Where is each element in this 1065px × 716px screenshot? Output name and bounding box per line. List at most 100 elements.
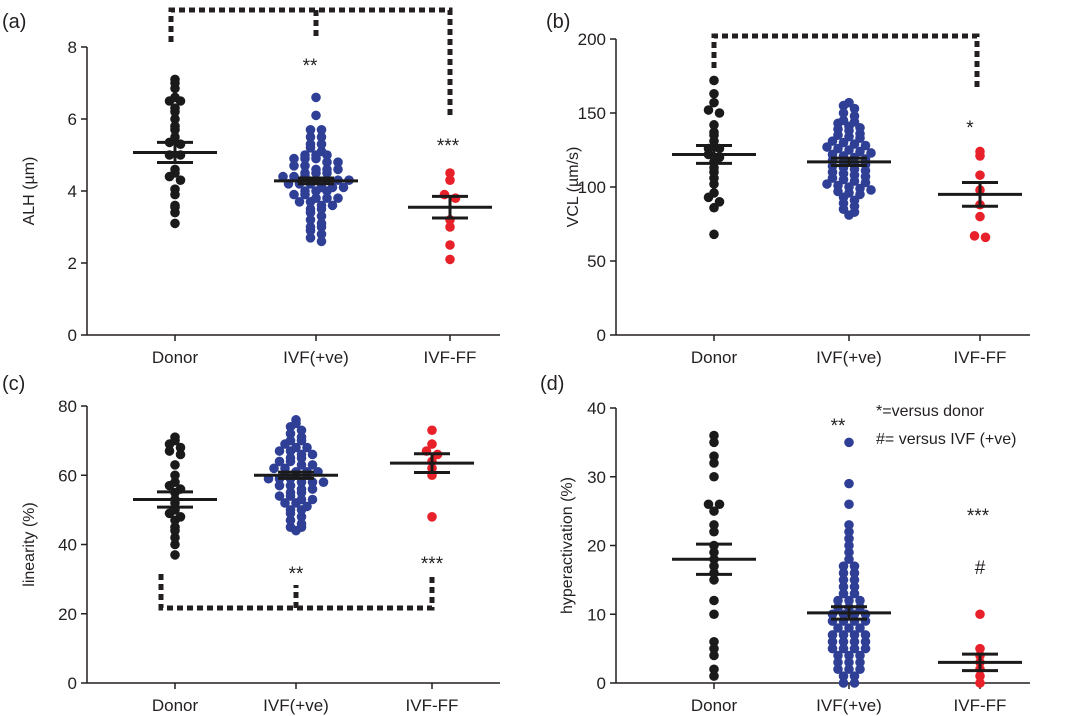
data-point-ivf-ve- <box>844 657 854 668</box>
data-point-donor <box>709 75 719 86</box>
significance-marker: # <box>975 558 986 579</box>
data-point-ivf-ve- <box>322 164 332 175</box>
data-point-ivf-ve- <box>833 595 843 606</box>
data-point-ivf-ve- <box>838 575 849 585</box>
data-point-ivf-ve- <box>316 132 327 142</box>
significance-marker: *** <box>437 136 460 157</box>
data-point-ivf-ve- <box>280 498 290 508</box>
data-point-ivf-ve- <box>860 630 871 640</box>
data-point-ivf-ff <box>427 512 437 522</box>
data-point-donor <box>175 449 186 460</box>
data-point-ivf-ve- <box>285 428 296 439</box>
data-point-ivf-ve- <box>844 520 854 530</box>
data-point-ivf-ve- <box>849 643 860 654</box>
data-point-ivf-ve- <box>849 671 860 681</box>
data-point-ivf-ve- <box>833 657 843 668</box>
data-point-donor <box>709 430 719 441</box>
data-point-ivf-ve- <box>302 442 312 453</box>
panel-label: (d) <box>540 373 564 395</box>
data-point-ivf-ve- <box>300 186 310 196</box>
data-point-ivf-ve- <box>844 526 854 537</box>
data-point-ivf-ve- <box>844 499 854 510</box>
data-point-ivf-ff <box>445 168 455 178</box>
data-point-donor <box>709 664 719 675</box>
data-point-donor <box>164 446 175 456</box>
data-point-donor <box>709 97 719 108</box>
data-point-ivf-ve- <box>827 643 838 654</box>
data-point-ivf-ve- <box>296 432 307 442</box>
data-point-ivf-ve- <box>844 623 854 633</box>
y-tick-label: 2 <box>68 254 77 273</box>
data-point-ivf-ve- <box>269 463 279 474</box>
data-point-ivf-ve- <box>838 581 849 592</box>
y-tick-label: 200 <box>578 30 606 49</box>
legend-entry: #= versus IVF (+ve) <box>876 431 1017 448</box>
data-point-ivf-ve- <box>316 139 327 149</box>
data-point-donor <box>170 164 180 175</box>
data-point-ivf-ve- <box>285 435 296 446</box>
category-label: IVF(+ve) <box>283 348 349 367</box>
data-point-donor <box>170 477 180 487</box>
data-point-ivf-ve- <box>866 148 876 158</box>
data-point-ivf-ve- <box>849 111 860 121</box>
data-point-donor <box>709 120 719 130</box>
y-axis-title: ALH (µm) <box>21 157 38 226</box>
data-point-ivf-ve- <box>844 533 854 544</box>
y-tick-label: 40 <box>587 399 606 418</box>
data-point-ivf-ve- <box>333 193 343 203</box>
data-point-ivf-ve- <box>838 561 849 571</box>
data-point-ivf-ff <box>975 678 985 688</box>
y-tick-label: 6 <box>68 110 77 129</box>
data-point-ivf-ve- <box>866 185 876 195</box>
data-point-ivf-ve- <box>300 150 310 160</box>
data-point-ivf-ve- <box>305 204 316 214</box>
data-point-donor <box>709 526 719 537</box>
data-point-ivf-ve- <box>860 636 871 647</box>
data-point-donor <box>709 188 719 198</box>
data-point-ivf-ve- <box>849 636 860 647</box>
panel-label: (a) <box>2 11 26 33</box>
data-point-ivf-ve- <box>327 200 338 211</box>
data-point-donor <box>709 650 719 661</box>
data-point-ivf-ve- <box>311 110 321 121</box>
data-point-donor <box>709 609 719 620</box>
data-point-ivf-ve- <box>300 161 310 171</box>
category-label: Donor <box>691 348 738 367</box>
data-point-ivf-ve- <box>289 171 299 182</box>
data-point-donor <box>709 458 719 468</box>
data-point-ivf-ve- <box>849 561 860 571</box>
data-point-ivf-ve- <box>844 478 854 489</box>
data-point-ivf-ve- <box>844 97 854 108</box>
data-point-donor <box>170 74 180 85</box>
data-point-donor <box>170 218 180 229</box>
data-point-donor <box>170 522 180 532</box>
data-point-ivf-ve- <box>289 161 299 171</box>
data-point-ivf-ff <box>975 671 985 681</box>
data-point-ivf-ve- <box>316 236 327 247</box>
data-point-ivf-ve- <box>316 229 327 239</box>
data-point-donor <box>709 451 719 461</box>
significance-marker: *** <box>421 554 444 575</box>
data-point-donor <box>175 175 186 185</box>
data-point-ivf-ve- <box>278 171 288 182</box>
data-point-ivf-ve- <box>316 146 327 157</box>
data-point-ivf-ve- <box>838 671 849 681</box>
data-point-donor <box>709 575 719 585</box>
category-label: Donor <box>152 348 199 367</box>
data-point-ivf-ff <box>445 254 455 265</box>
data-point-ivf-ve- <box>860 140 871 151</box>
data-point-ivf-ve- <box>285 487 296 498</box>
significance-bracket <box>158 574 435 611</box>
data-point-ivf-ve- <box>296 518 307 529</box>
data-point-ivf-ve- <box>838 588 849 599</box>
data-point-ivf-ff <box>445 240 455 250</box>
data-point-ivf-ve- <box>849 581 860 592</box>
data-point-donor <box>709 127 719 138</box>
data-point-ivf-ve- <box>305 132 316 142</box>
data-point-ivf-ve- <box>311 193 321 203</box>
y-tick-label: 50 <box>587 252 606 271</box>
category-label: IVF-FF <box>954 348 1007 367</box>
category-label: IVF(+ve) <box>816 696 882 715</box>
significance-marker: ** <box>303 56 318 77</box>
